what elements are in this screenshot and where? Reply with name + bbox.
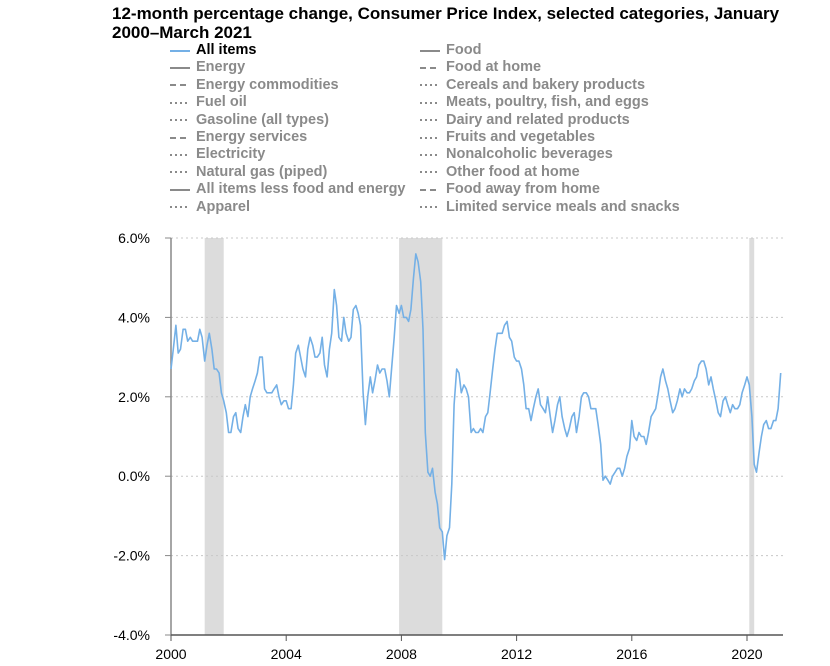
legend-label: Food at home (446, 59, 542, 76)
legend-label: Gasoline (all types) (196, 111, 329, 128)
legend-swatch (420, 188, 440, 191)
legend-label: Food away from home (446, 181, 600, 198)
legend-swatch (170, 206, 190, 209)
legend-swatch (420, 136, 440, 139)
x-tick-label: 2004 (271, 646, 302, 662)
legend-swatch (170, 154, 190, 157)
legend-item-all-items-less-food-and-energy[interactable]: All items less food and energy (170, 181, 406, 198)
legend-swatch (420, 171, 440, 174)
legend-item-nonalcoholic-beverages[interactable]: Nonalcoholic beverages (420, 146, 680, 163)
legend-item-food-away-from-home[interactable]: Food away from home (420, 181, 680, 198)
legend-label: Natural gas (piped) (196, 163, 328, 180)
x-tick-label: 2016 (616, 646, 647, 662)
y-tick-label: 6.0% (118, 230, 150, 246)
legend-swatch (420, 49, 440, 52)
x-tick-label: 2000 (155, 646, 186, 662)
legend-item-limited-service-meals-and-snacks[interactable]: Limited service meals and snacks (420, 199, 680, 216)
legend-label: Apparel (196, 198, 250, 215)
legend-swatch (420, 101, 440, 104)
legend-item-gasoline-all-types[interactable]: Gasoline (all types) (170, 112, 406, 129)
legend-swatch (170, 119, 190, 122)
series-line-all-items (170, 253, 782, 561)
legend-item-apparel[interactable]: Apparel (170, 199, 406, 216)
legend-item-natural-gas-piped[interactable]: Natural gas (piped) (170, 164, 406, 181)
legend-label: Dairy and related products (446, 111, 630, 128)
legend-swatch (420, 206, 440, 209)
y-tick-label: -4.0% (113, 627, 150, 643)
legend-item-electricity[interactable]: Electricity (170, 146, 406, 163)
legend-label: All items (196, 42, 257, 58)
legend-label: Cereals and bakery products (446, 76, 646, 93)
legend-label: Fruits and vegetables (446, 128, 596, 145)
legend-label: Electricity (196, 146, 266, 163)
legend-label: Nonalcoholic beverages (446, 146, 613, 163)
x-tick-label: 2008 (386, 646, 417, 662)
legend-label: Food (446, 42, 482, 58)
x-tick-label: 2020 (731, 646, 762, 662)
legend-right-column: Food Food at home Cereals and bakery produ… (420, 42, 680, 216)
legend-label: Other food at home (446, 163, 580, 180)
legend-left-column: All items Energy Energy commodities Fuel oi… (170, 42, 406, 216)
legend-label: Energy services (196, 128, 308, 145)
legend-swatch (170, 101, 190, 104)
legend-label: Meats, poultry, fish, and eggs (446, 94, 649, 111)
legend-item-food-at-home[interactable]: Food at home (420, 59, 680, 76)
legend-swatch (170, 136, 190, 139)
y-tick-label: 4.0% (118, 309, 150, 325)
legend-swatch (420, 67, 440, 70)
legend-swatch (170, 171, 190, 174)
y-tick-label: 0.0% (118, 468, 150, 484)
legend-item-meats-poultry-fish-and-eggs[interactable]: Meats, poultry, fish, and eggs (420, 94, 680, 111)
legend-item-energy-services[interactable]: Energy services (170, 129, 406, 146)
legend-item-other-food-at-home[interactable]: Other food at home (420, 164, 680, 181)
legend-item-food[interactable]: Food (420, 42, 680, 59)
legend-label: All items less food and energy (196, 181, 406, 198)
legend-swatch (420, 119, 440, 122)
legend-swatch (170, 84, 190, 87)
chart-title: 12-month percentage change, Consumer Pri… (112, 4, 780, 42)
legend-item-cereals-and-bakery-products[interactable]: Cereals and bakery products (420, 77, 680, 94)
legend-label: Energy (196, 59, 246, 76)
legend-item-fruits-and-vegetables[interactable]: Fruits and vegetables (420, 129, 680, 146)
recession-band-2 (399, 238, 443, 635)
legend-item-energy[interactable]: Energy (170, 59, 406, 76)
legend-item-dairy-and-related-products[interactable]: Dairy and related products (420, 112, 680, 129)
legend-swatch (170, 67, 190, 70)
y-tick-label: 2.0% (118, 389, 150, 405)
legend-item-all-items[interactable]: All items (170, 42, 406, 59)
legend-label: Fuel oil (196, 94, 247, 111)
legend-item-energy-commodities[interactable]: Energy commodities (170, 77, 406, 94)
legend-label: Limited service meals and snacks (446, 198, 680, 215)
legend-swatch (420, 84, 440, 87)
legend-swatch (420, 154, 440, 157)
recession-band-1 (204, 238, 224, 635)
y-tick-label: -2.0% (113, 548, 150, 564)
legend-item-fuel-oil[interactable]: Fuel oil (170, 94, 406, 111)
legend-swatch (170, 188, 190, 191)
legend-swatch (170, 49, 190, 52)
recession-band-3 (749, 238, 755, 635)
x-tick-label: 2012 (501, 646, 532, 662)
legend-label: Energy commodities (196, 76, 339, 93)
